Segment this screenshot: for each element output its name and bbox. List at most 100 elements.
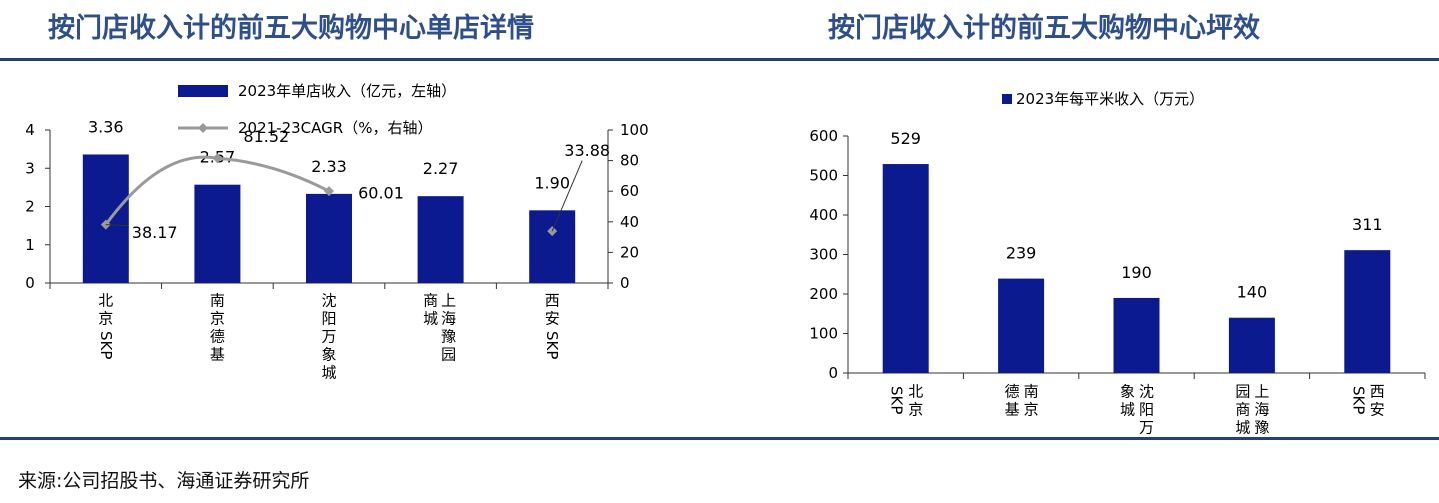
category-label-char: 城: [1235, 419, 1250, 437]
left-combo-chart: 012340204060801003.362.572.332.271.9038.…: [25, 82, 648, 382]
category-label-char: 万: [321, 328, 336, 346]
right-tick-label: 80: [620, 152, 639, 170]
category-label: 上海豫: [1254, 383, 1269, 437]
category-label-char: 园: [441, 346, 456, 364]
y-tick-label: 400: [809, 206, 838, 224]
category-label-char: 阳: [1139, 401, 1154, 419]
category-label-text: SKP: [1349, 386, 1367, 414]
y-tick-label: 500: [809, 167, 838, 185]
y-tick-label: 200: [809, 285, 838, 303]
category-label: 园商城: [1235, 383, 1250, 437]
legend-line-marker: [198, 123, 208, 133]
category-label: 北京 SKP: [97, 292, 115, 360]
category-label: SKP: [1349, 386, 1367, 414]
bar-value-label: 3.36: [88, 117, 124, 136]
category-label-char: 南: [210, 292, 225, 310]
y-tick-label: 0: [828, 364, 838, 382]
right-tick-label: 40: [620, 213, 639, 231]
left-chart-title: 按门店收入计的前五大购物中心单店详情: [48, 13, 534, 44]
left-tick-label: 4: [25, 121, 35, 139]
cagr-value-label: 81.52: [243, 127, 289, 146]
left-tick-label: 0: [25, 274, 35, 292]
legend-line-label: 2021-23CAGR（%，右轴）: [238, 119, 432, 137]
cagr-marker: [324, 186, 334, 197]
right-tick-label: 0: [620, 274, 630, 292]
legend-swatch: [1002, 94, 1012, 104]
cagr-value-label: 60.01: [358, 184, 404, 203]
bar: [1344, 250, 1391, 373]
cagr-value-label: 38.17: [132, 223, 178, 242]
bar: [998, 278, 1045, 373]
category-label-char: 海: [441, 310, 456, 328]
category-label-char: 安: [545, 310, 560, 328]
category-label: 西安: [1370, 383, 1385, 419]
category-label-char: 京: [98, 310, 113, 328]
bar-value-label: 190: [1121, 263, 1152, 282]
right-tick-label: 20: [620, 243, 639, 261]
category-label-char: 京: [210, 310, 225, 328]
category-label-char: 万: [1139, 419, 1154, 437]
category-label-text: SKP: [97, 331, 115, 359]
category-label-char: 城: [423, 310, 438, 328]
left-tick-label: 2: [25, 198, 35, 216]
category-label: 德基: [1005, 383, 1020, 419]
category-label-char: 商: [423, 292, 438, 310]
bar-value-label: 2.27: [423, 159, 459, 178]
category-label-char: 园: [1235, 383, 1250, 401]
category-label: 商城: [423, 292, 438, 328]
category-label-char: 京: [1024, 401, 1039, 419]
legend-bar-swatch: [178, 85, 228, 97]
category-label-char: 德: [210, 328, 225, 346]
source-note: 来源:公司招股书、海通证券研究所: [18, 470, 310, 492]
category-label-char: 基: [1005, 401, 1020, 419]
right-tick-label: 100: [620, 121, 649, 139]
bar: [882, 164, 929, 373]
bar-value-label: 529: [890, 129, 921, 148]
bar-value-label: 2.33: [311, 157, 347, 176]
category-label-char: 沈: [1139, 383, 1154, 401]
category-label-char: 象: [321, 346, 336, 364]
category-label-char: 豫: [1254, 419, 1269, 437]
bar: [1228, 317, 1275, 373]
bar: [194, 184, 241, 283]
bar-value-label: 140: [1237, 283, 1268, 302]
left-tick-label: 3: [25, 159, 35, 177]
right-bar-chart: 0 100 200 300 400 500 600 529 239 190 140 311 2023年每…: [809, 90, 1426, 437]
legend-label: 2023年每平米收入（万元）: [1016, 90, 1204, 108]
right-tick-label: 60: [620, 182, 639, 200]
category-label-char: 豫: [441, 328, 456, 346]
category-label-char: 海: [1254, 401, 1269, 419]
category-label-text: SKP: [888, 386, 906, 414]
category-label-char: 城: [321, 364, 336, 382]
category-label-char: 城: [1120, 401, 1135, 419]
category-label-char: 北: [98, 292, 113, 310]
y-tick-label: 600: [809, 127, 838, 145]
top-divider: [0, 58, 1439, 61]
category-label-char: 西: [1370, 383, 1385, 401]
category-label-char: 阳: [321, 310, 336, 328]
label-leader-line: [105, 224, 128, 227]
right-chart-title: 按门店收入计的前五大购物中心坪效: [828, 13, 1260, 44]
category-label-char: 德: [1005, 383, 1020, 401]
category-label-char: 北: [908, 383, 923, 401]
bar: [417, 196, 464, 283]
category-label-char: 上: [1254, 383, 1269, 401]
bar-value-label: 311: [1352, 215, 1383, 234]
bar: [82, 154, 129, 283]
category-label: 象城: [1120, 383, 1135, 419]
cagr-value-label: 33.88: [564, 141, 610, 160]
y-tick-label: 300: [809, 246, 838, 264]
category-label-char: 南: [1024, 383, 1039, 401]
bar: [529, 210, 576, 283]
category-label: 南京: [1024, 383, 1039, 419]
category-label-char: 商: [1235, 401, 1250, 419]
bar: [306, 193, 352, 283]
y-tick-label: 100: [809, 325, 838, 343]
label-leader-line: [551, 160, 583, 232]
bar-value-label: 239: [1006, 244, 1037, 263]
category-label-char: 上: [441, 292, 456, 310]
